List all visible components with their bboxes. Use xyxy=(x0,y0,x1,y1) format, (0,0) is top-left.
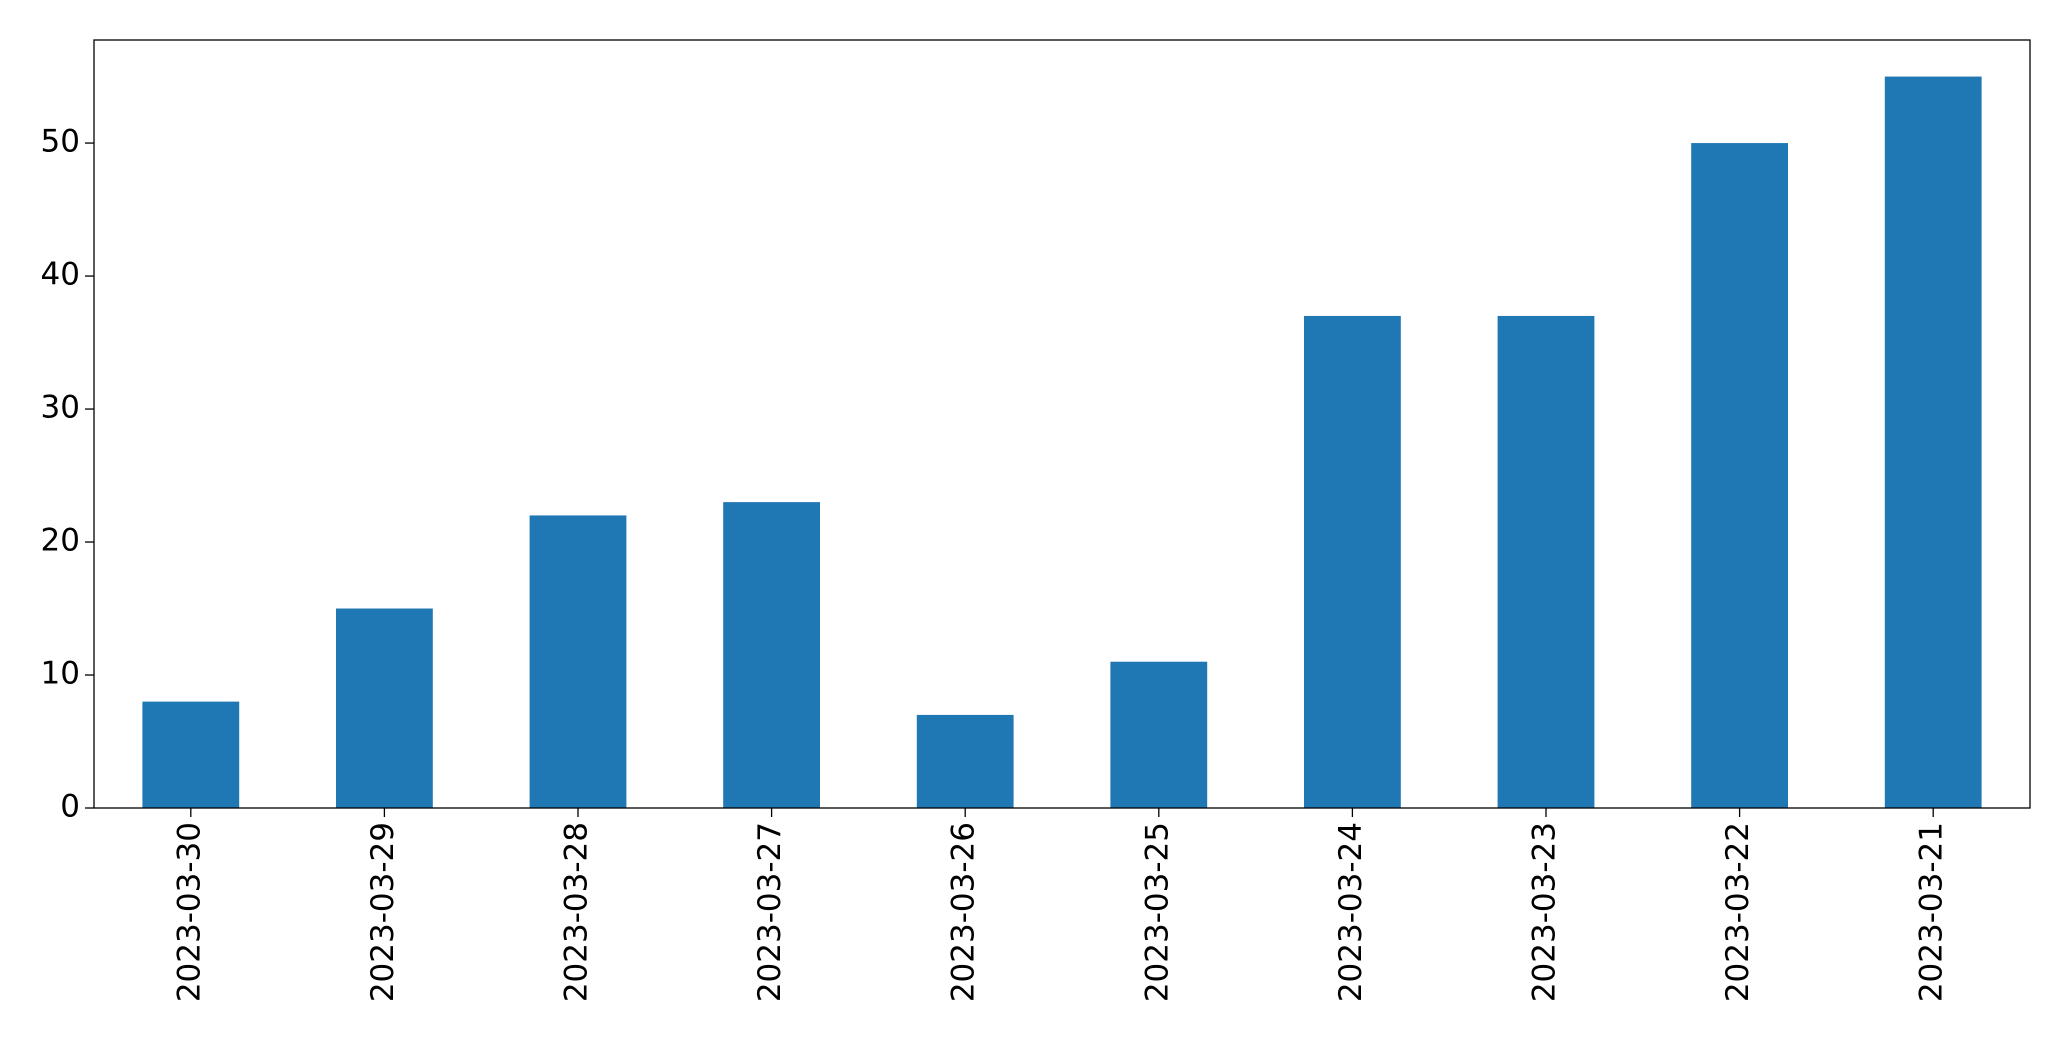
y-tick-label: 50 xyxy=(41,124,80,160)
x-tick-label: 2023-03-26 xyxy=(946,822,982,1002)
x-tick-label: 2023-03-22 xyxy=(1720,822,1756,1002)
bar xyxy=(723,502,820,808)
x-tick-label: 2023-03-29 xyxy=(365,822,401,1002)
y-tick-label: 40 xyxy=(41,257,80,293)
bar xyxy=(1110,661,1208,808)
y-tick-label: 20 xyxy=(41,523,80,559)
x-tick-label: 2023-03-23 xyxy=(1527,822,1563,1002)
bar xyxy=(1304,315,1401,808)
x-tick-label: 2023-03-25 xyxy=(1139,822,1175,1002)
x-tick-label: 2023-03-24 xyxy=(1333,822,1369,1002)
bar xyxy=(916,714,1014,808)
x-tick-label: 2023-03-21 xyxy=(1914,822,1950,1002)
bar xyxy=(1884,76,1982,809)
x-tick-label: 2023-03-30 xyxy=(171,822,207,1002)
y-tick-label: 0 xyxy=(60,789,80,825)
bar xyxy=(529,515,627,808)
x-tick-label: 2023-03-27 xyxy=(752,822,788,1002)
y-tick-label: 10 xyxy=(41,656,80,692)
bar xyxy=(1691,143,1788,808)
x-tick-label: 2023-03-28 xyxy=(559,822,595,1002)
bar xyxy=(1497,315,1595,808)
bar xyxy=(142,701,240,808)
axes-frame xyxy=(93,39,2031,809)
y-tick-label: 30 xyxy=(41,390,80,426)
bar xyxy=(336,608,433,808)
